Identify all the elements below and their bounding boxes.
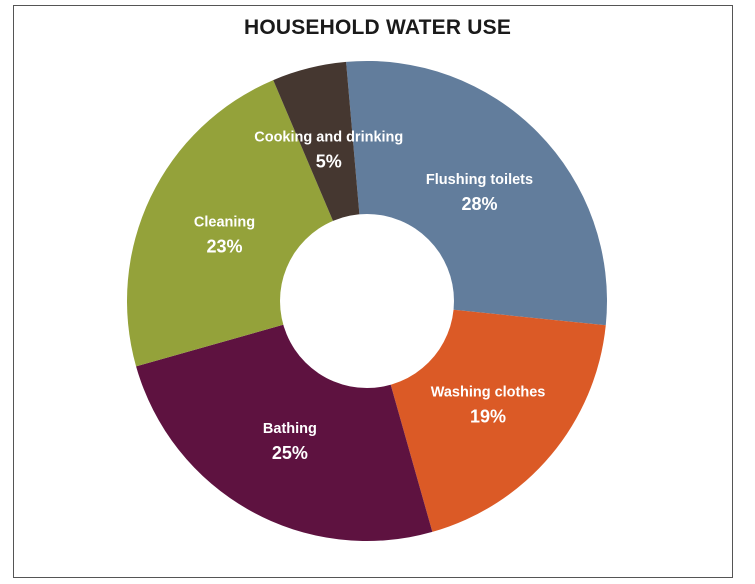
donut-hole [280, 214, 454, 388]
slice-value-washing-clothes: 19% [470, 407, 506, 427]
slice-label-cleaning: Cleaning [194, 215, 255, 231]
chart-title: HOUSEHOLD WATER USE [243, 16, 512, 39]
slice-label-bathing: Bathing [263, 421, 317, 437]
slice-label-washing-clothes: Washing clothes [431, 385, 546, 401]
slice-value-cooking-and-drinking: 5% [316, 152, 342, 172]
slice-label-flushing-toilets: Flushing toilets [426, 172, 533, 188]
slice-label-cooking-and-drinking: Cooking and drinking [254, 130, 403, 146]
slice-value-cleaning: 23% [206, 237, 242, 257]
slice-value-flushing-toilets: 28% [461, 194, 497, 214]
slice-value-bathing: 25% [272, 443, 308, 463]
